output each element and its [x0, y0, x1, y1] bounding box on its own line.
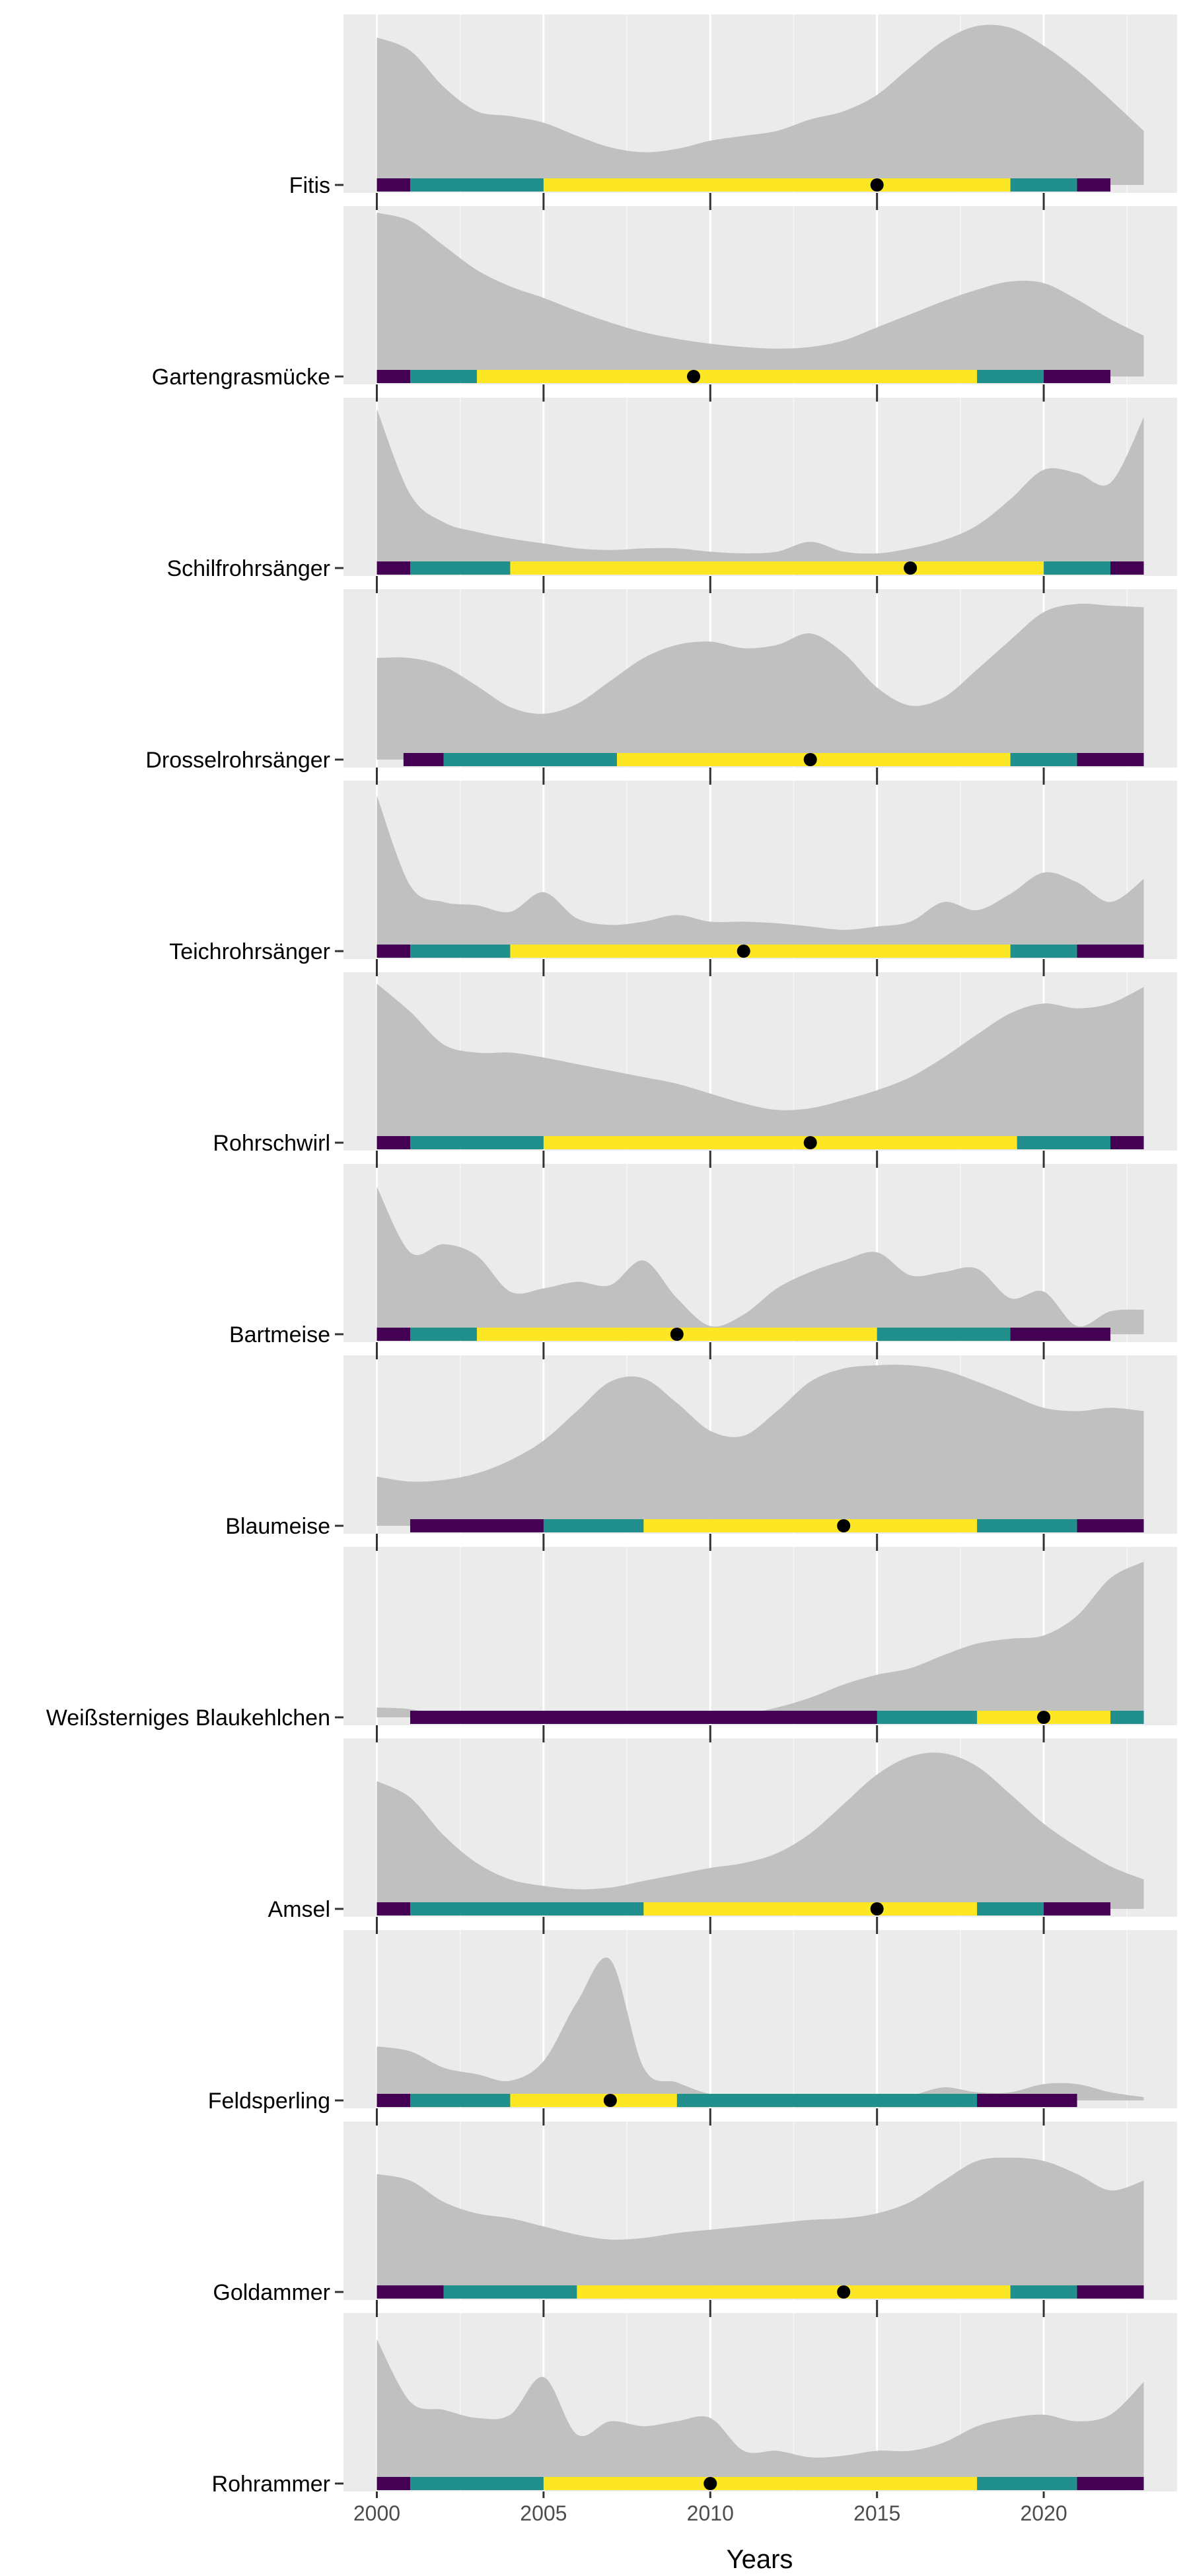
density-area [377, 409, 1144, 568]
x-tick-label: 2015 [853, 2501, 900, 2525]
interval-band-inner [577, 2285, 1011, 2299]
density-area [377, 1957, 1144, 2100]
species-label: Rohrammer [212, 2472, 330, 2497]
point-estimate [803, 1136, 817, 1149]
point-estimate [837, 1519, 851, 1532]
species-label: Drosselrohrsänger [145, 748, 330, 773]
interval-band-inner [643, 1519, 978, 1532]
point-estimate [803, 753, 817, 766]
species-label: Teichrohrsänger [169, 939, 330, 964]
panel-bartmeise: Bartmeise [229, 1151, 1177, 1347]
panel-schilfrohrsanger: Schilfrohrsänger [166, 384, 1177, 581]
panel-fitis: Fitis [289, 15, 1177, 198]
point-estimate [603, 2094, 617, 2107]
panel-blaumeise: Blaumeise [225, 1342, 1177, 1539]
interval-band-middle [410, 2094, 978, 2107]
species-label: Schilfrohrsänger [166, 556, 330, 581]
point-estimate [670, 1328, 684, 1341]
species-label: Goldammer [213, 2280, 330, 2305]
species-label: Blaumeise [225, 1514, 330, 1539]
species-label: Weißsterniges Blaukehlchen [46, 1705, 330, 1731]
panel-weisssterniges-blaukehlchen: Weißsterniges Blaukehlchen [46, 1534, 1177, 1731]
point-estimate [837, 2285, 851, 2299]
panels-layer: Fitis Gartengrasmücke Schilfrohrsänger Dros… [46, 15, 1177, 2497]
density-area [377, 213, 1144, 376]
panel-goldammer: Goldammer [213, 2108, 1177, 2305]
density-area [377, 1365, 1144, 1526]
point-estimate [687, 370, 701, 383]
point-estimate [1037, 1711, 1051, 1724]
panel-drosselrohrsanger: Drosselrohrsänger [145, 576, 1177, 773]
density-area [377, 24, 1144, 186]
density-area [377, 1752, 1144, 1909]
interval-band-inner [510, 945, 1011, 958]
density-area [377, 984, 1144, 1143]
panel-rohrschwirl: Rohrschwirl [213, 959, 1177, 1156]
point-estimate [870, 178, 884, 192]
point-estimate [870, 1902, 884, 1915]
species-label: Fitis [289, 173, 330, 198]
density-area [377, 2157, 1144, 2292]
interval-band-inner [543, 2477, 978, 2490]
species-label: Gartengrasmücke [152, 365, 330, 390]
species-label: Feldsperling [208, 2089, 330, 2114]
x-axis-title: Years [727, 2545, 793, 2574]
panel-feldsperling: Feldsperling [208, 1917, 1177, 2114]
point-estimate [904, 561, 918, 575]
x-tick-label: 2010 [687, 2501, 734, 2525]
x-axis: 2000 2005 2010 2015 2020 [353, 2491, 1067, 2525]
interval-band-inner [476, 370, 978, 383]
x-tick-label: 2020 [1020, 2501, 1067, 2525]
panel-amsel: Amsel [268, 1725, 1177, 1922]
x-tick-label: 2000 [353, 2501, 400, 2525]
x-tick-label: 2005 [520, 2501, 567, 2525]
interval-band-inner [543, 178, 1011, 192]
density-area [377, 795, 1144, 951]
density-area [377, 1186, 1144, 1334]
density-area [377, 1561, 1144, 1717]
species-label: Rohrschwirl [213, 1131, 330, 1156]
interval-band-inner [510, 561, 1044, 575]
interval-band-inner [643, 1902, 978, 1915]
interval-band-inner [543, 1136, 1017, 1149]
point-estimate [737, 945, 750, 958]
interval-band-inner [510, 2094, 677, 2107]
density-area [377, 2339, 1144, 2484]
species-label: Bartmeise [229, 1322, 330, 1347]
species-label: Amsel [268, 1897, 330, 1922]
panel-rohrammer: Rohrammer [212, 2300, 1177, 2497]
point-estimate [703, 2477, 717, 2490]
density-area [377, 603, 1144, 760]
panel-gartengrasmucke: Gartengrasmücke [152, 193, 1177, 390]
panel-teichrohrsanger: Teichrohrsänger [169, 768, 1177, 964]
